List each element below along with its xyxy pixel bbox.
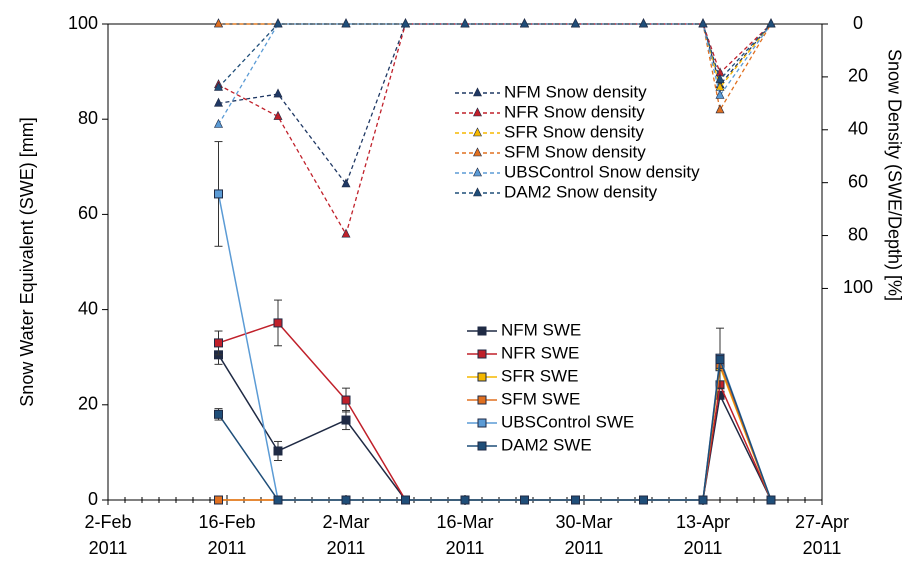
y-tick-label: 0 [88,489,98,509]
y-tick-label: 100 [68,13,98,33]
legend-label: SFM SWE [501,389,580,408]
series-line [218,23,772,89]
marker [341,395,351,405]
legend-marker [477,395,487,405]
marker [273,88,283,98]
marker [273,446,283,456]
marker [341,228,351,238]
legend-label: SFM Snow density [504,142,646,161]
legend-marker [473,187,482,197]
x-tick-label: 16-Feb 2011 [198,512,256,558]
marker [214,189,223,199]
marker [273,495,283,505]
marker [341,178,351,188]
marker [460,18,470,28]
y2-tick-label: 0 [853,13,863,33]
legend-marker [473,167,482,177]
marker [766,495,776,505]
marker [341,495,351,505]
marker [715,355,725,365]
marker [341,415,351,425]
marker [639,495,648,505]
x-tick-label: 2-Feb 2011 [84,512,132,558]
y-tick-label: 20 [78,394,98,414]
marker [698,495,708,505]
marker [214,81,223,91]
marker [341,18,351,28]
y-tick-label: 60 [78,203,98,223]
legend-label: NFM SWE [501,320,581,339]
legend-marker [473,147,482,157]
legend-label: UBSControl Snow density [504,162,700,181]
y2-tick-label: 20 [848,66,868,86]
legend-marker [477,418,487,428]
y2-tick-label: 80 [848,224,868,244]
legend-label: SFR SWE [501,366,578,385]
legend-label: DAM2 SWE [501,435,592,454]
y-tick-label: 40 [78,298,98,318]
marker [715,73,725,83]
legend-label: DAM2 Snow density [504,182,658,201]
marker [520,18,529,28]
legend-marker [473,87,482,97]
series-line [217,23,772,125]
series-line [218,364,772,501]
y2-axis-label: Snow Density (SWE/Depth) [%] [884,49,904,301]
marker [214,18,223,28]
marker [214,495,223,505]
series-line [218,23,772,186]
series-line [218,23,772,88]
marker [571,495,580,505]
series-line [218,23,772,236]
marker [639,18,648,28]
marker [214,97,223,107]
y-axis-label: Snow Water Equivalent (SWE) [mm] [17,117,37,406]
y2-tick-label: 60 [848,171,868,191]
legend-marker [477,349,487,359]
marker [214,409,223,419]
marker [520,495,529,505]
legend-label: NFR Snow density [504,102,645,121]
legend-marker [473,127,482,137]
marker [715,104,725,114]
legend-label: NFM Snow density [504,82,647,101]
series-line [217,193,772,501]
marker [401,495,410,505]
marker [214,118,223,128]
legend-label: NFR SWE [501,343,579,362]
legend-marker [477,372,487,382]
y2-tick-label: 40 [848,119,868,139]
marker [401,18,410,28]
marker [214,338,223,348]
x-tick-label: 16-Mar 2011 [436,512,494,558]
legend-marker [477,441,487,451]
y2-tick-label: 100 [843,277,873,297]
x-tick-label: 2-Mar 2011 [322,512,370,558]
series-line [218,322,772,501]
x-tick-label: 30-Mar 2011 [555,512,613,558]
series-line [218,23,772,112]
marker [766,18,776,28]
marker [698,18,708,28]
x-tick-label: 27-Apr 2011 [794,512,850,558]
series-line [218,366,772,501]
marker [715,89,725,99]
marker [571,18,580,28]
marker [460,495,470,505]
y-tick-label: 80 [78,108,98,128]
series-line [217,359,772,501]
marker [273,318,283,328]
legend-label: SFR Snow density [504,122,644,141]
marker [273,18,283,28]
x-tick-label: 13-Apr 2011 [675,512,731,558]
legend-label: UBSControl SWE [501,412,634,431]
legend-marker [473,107,482,117]
legend-marker [477,326,487,336]
marker [273,110,283,120]
